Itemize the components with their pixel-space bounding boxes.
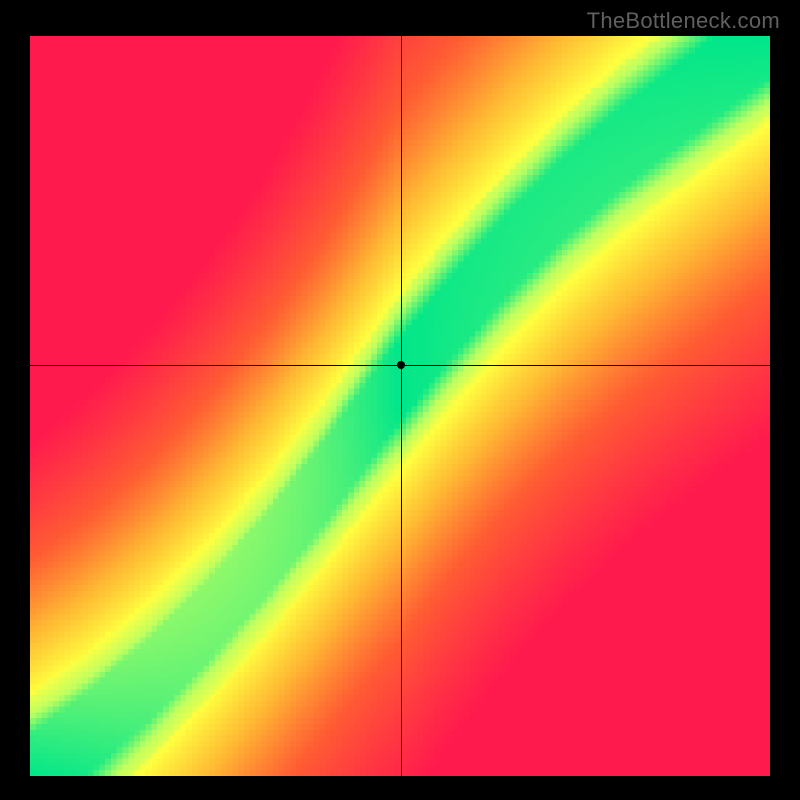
bottleneck-heatmap	[30, 36, 770, 776]
watermark-text: TheBottleneck.com	[587, 8, 780, 34]
crosshair-vertical	[401, 36, 402, 776]
